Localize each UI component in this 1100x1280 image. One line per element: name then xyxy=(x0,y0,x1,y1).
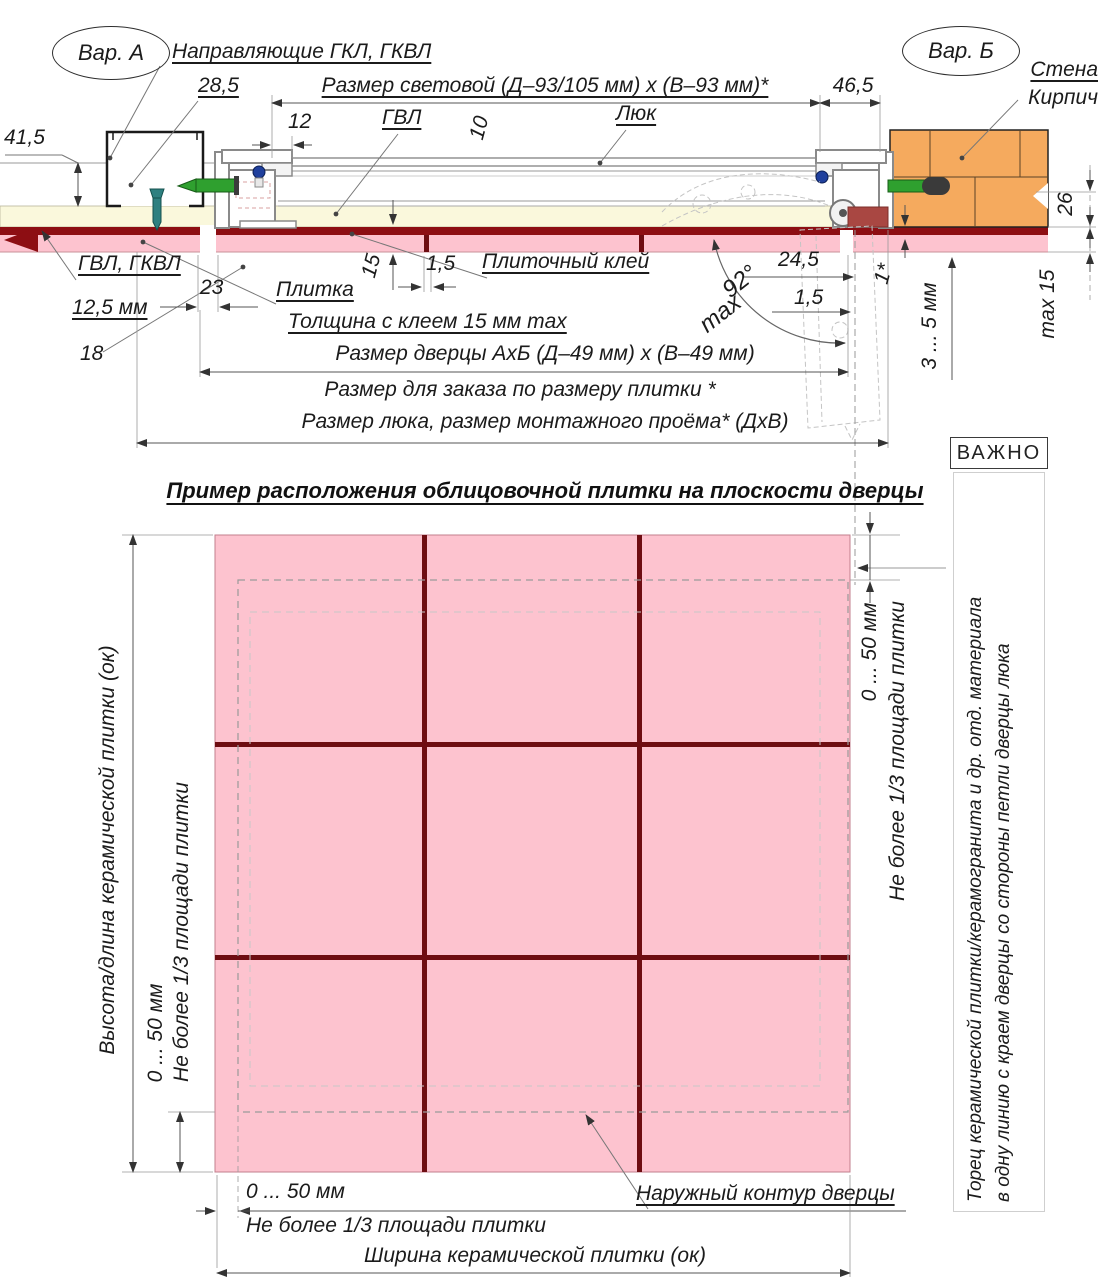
tile-label: Плитка xyxy=(276,278,354,301)
important-note-frame xyxy=(953,472,1045,1212)
fastening-screw xyxy=(149,188,165,232)
overlap-left-label: 0 ... 50 мм xyxy=(144,983,167,1083)
overlap-bottom-label: 0 ... 50 мм xyxy=(246,1180,345,1203)
important-note-line1: Торец керамической плитки/керамогранита … xyxy=(965,596,986,1202)
dim-24-5: 24,5 xyxy=(778,248,819,271)
right-frame-bolt xyxy=(815,170,829,184)
door-inner-contour-dashed xyxy=(249,611,821,1087)
wall-label-2: Кирпич xyxy=(1028,86,1098,109)
dim-46-5: 46,5 xyxy=(832,74,874,97)
door-outer-contour-dashed xyxy=(237,579,849,1113)
gvl-gkvl-label: ГВЛ, ГКВЛ xyxy=(78,252,181,275)
dim-26: 26 xyxy=(1054,192,1077,216)
tile-plan-dimensions xyxy=(122,512,906,1277)
right-anchor-screw xyxy=(887,177,950,195)
important-box: ВАЖНО xyxy=(950,437,1048,469)
dim-1-5-hinge: 1,5 xyxy=(794,286,824,309)
third-rule-right-label: Не более 1/3 площади плитки xyxy=(886,601,909,901)
tile-field xyxy=(214,534,851,1173)
dim-28-5: 28,5 xyxy=(198,74,239,97)
left-anchor-screw xyxy=(176,176,239,195)
dim-12-5: 12,5 мм xyxy=(72,296,148,319)
third-rule-bottom-label: Не более 1/3 площади плитки xyxy=(246,1214,546,1237)
order-size-label: Размер для заказа по размеру плитки * xyxy=(324,378,716,401)
drywall-track-profile xyxy=(105,130,205,208)
gvl-label: ГВЛ xyxy=(382,106,422,129)
brick-wall xyxy=(889,129,1049,228)
dim-1-5-joint: 1,5 xyxy=(426,252,456,275)
dim-23: 23 xyxy=(200,276,224,299)
left-frame-bolt xyxy=(252,165,266,188)
tile-width-axis-label: Ширина керамической плитки (ок) xyxy=(364,1244,706,1267)
variant-a-callout: Вар. А xyxy=(52,26,170,80)
opened-door-ghost xyxy=(661,173,881,442)
hatch-label: Люк xyxy=(616,102,657,125)
door-contour-label: Наружный контур дверцы xyxy=(636,1182,895,1205)
dim-max-15: max 15 xyxy=(1036,269,1059,339)
gap-filler xyxy=(847,206,889,228)
section-dimensions xyxy=(5,65,1096,448)
hatch-size-label: Размер люка, размер монтажного проёма* (… xyxy=(301,410,789,433)
tile-height-axis-label: Высота/длина керамической плитки (ок) xyxy=(96,645,119,1055)
overlap-right-label: 0 ... 50 мм xyxy=(858,602,881,702)
dim-12: 12 xyxy=(288,110,312,133)
adhesive-label: Плиточный клей xyxy=(482,250,650,273)
third-rule-left-label: Не более 1/3 площади плитки xyxy=(170,782,193,1082)
light-size-label: Размер световой (Д–93/105 мм) х (В–93 мм… xyxy=(321,74,769,97)
important-note: Торец керамической плитки/керамогранита … xyxy=(962,478,1017,1202)
guides-label: Направляющие ГКЛ, ГКВЛ xyxy=(172,40,432,63)
thickness-label: Толщина с клеем 15 мм max xyxy=(288,310,567,333)
wall-label-1: Стена xyxy=(1030,58,1098,81)
hatch-door-panel xyxy=(277,157,826,207)
dim-3-5: 3 ... 5 мм xyxy=(918,282,941,370)
variant-b-callout: Вар. Б xyxy=(902,26,1020,76)
swing-arc xyxy=(712,239,846,348)
dim-41-5: 41,5 xyxy=(4,126,45,149)
dim-18: 18 xyxy=(80,342,104,365)
tile-plan-title: Пример расположения облицовочной плитки … xyxy=(166,478,924,503)
door-size-label: Размер дверцы АхБ (Д–49 мм) х (В–49 мм) xyxy=(335,342,755,365)
important-note-line2: в одну линию с краем дверцы со стороны п… xyxy=(992,643,1014,1202)
